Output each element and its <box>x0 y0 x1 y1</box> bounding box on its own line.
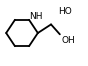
Text: NH: NH <box>29 12 42 21</box>
Text: OH: OH <box>62 36 76 45</box>
Text: HO: HO <box>58 7 72 16</box>
